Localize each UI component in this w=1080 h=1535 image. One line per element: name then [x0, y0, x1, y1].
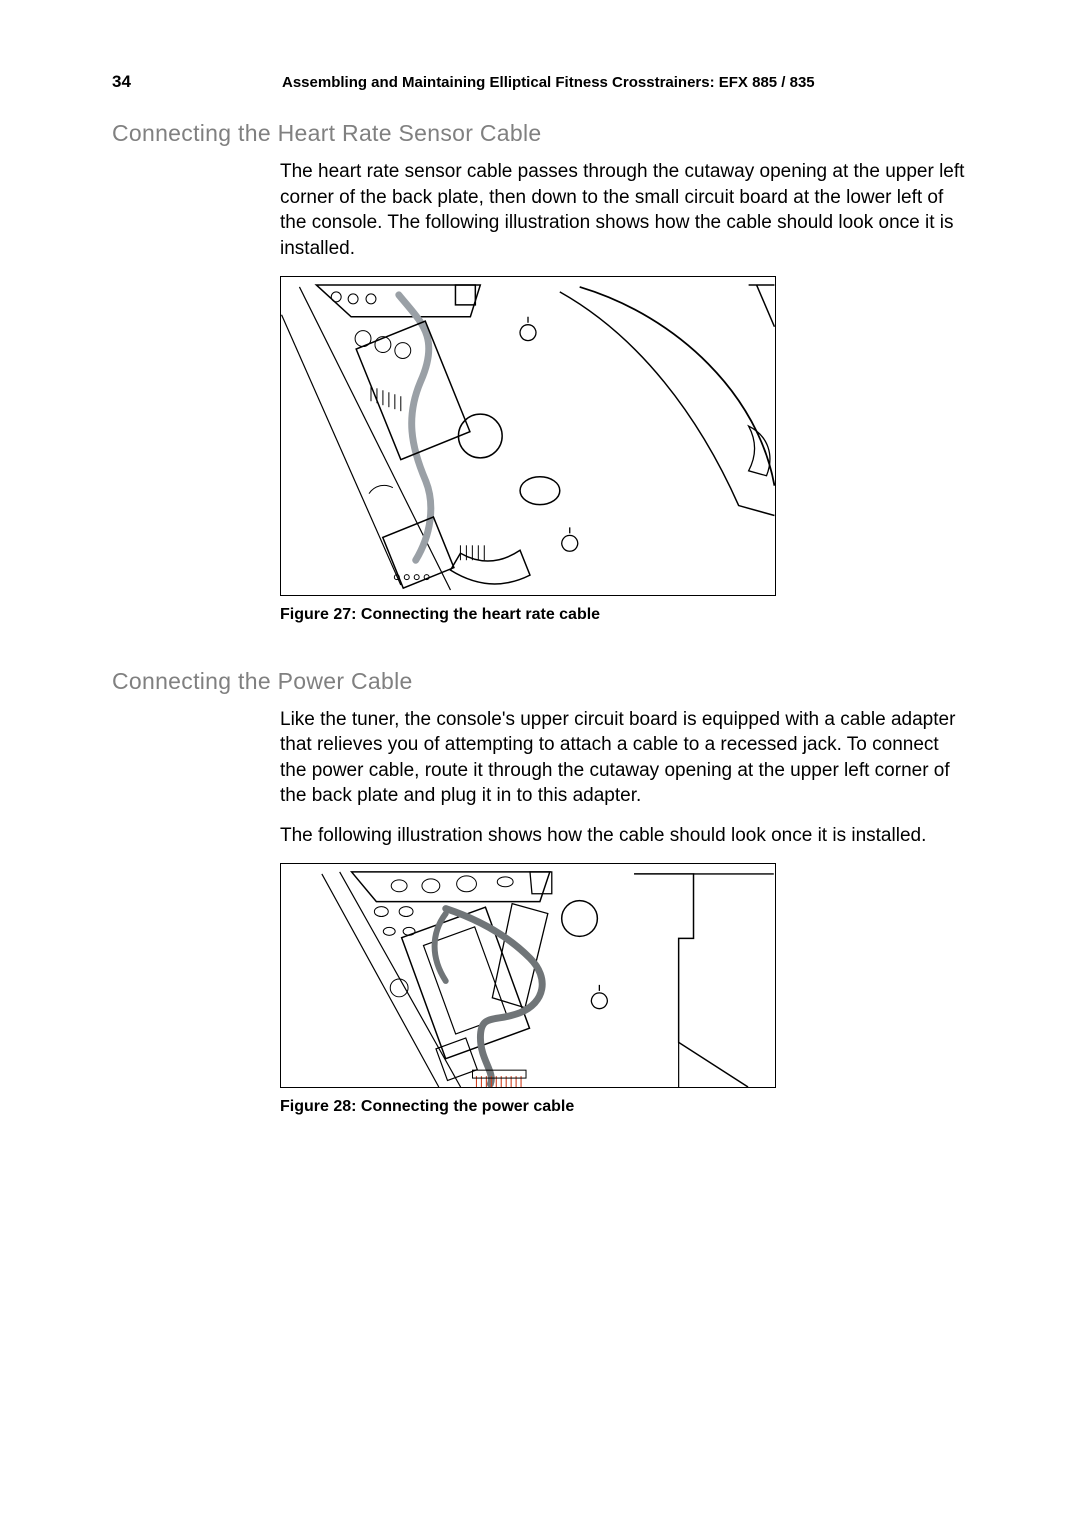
- section-heading-1: Connecting the Heart Rate Sensor Cable: [112, 120, 968, 147]
- figure-28: [280, 863, 776, 1088]
- figure-27: [280, 276, 776, 596]
- figure-27-caption: Figure 27: Connecting the heart rate cab…: [280, 606, 968, 624]
- page-number: 34: [112, 72, 282, 92]
- section-heading-2: Connecting the Power Cable: [112, 668, 968, 695]
- section1-paragraph: The heart rate sensor cable passes throu…: [280, 159, 968, 262]
- figure-28-caption: Figure 28: Connecting the power cable: [280, 1098, 968, 1116]
- document-page: 34 Assembling and Maintaining Elliptical…: [0, 0, 1080, 1220]
- page-header: 34 Assembling and Maintaining Elliptical…: [112, 72, 968, 92]
- section2-paragraph2: The following illustration shows how the…: [280, 823, 968, 849]
- header-title: Assembling and Maintaining Elliptical Fi…: [282, 74, 815, 91]
- power-cable-illustration: [281, 864, 775, 1087]
- section2-paragraph1: Like the tuner, the console's upper circ…: [280, 707, 968, 810]
- heart-rate-cable-illustration: [281, 277, 775, 595]
